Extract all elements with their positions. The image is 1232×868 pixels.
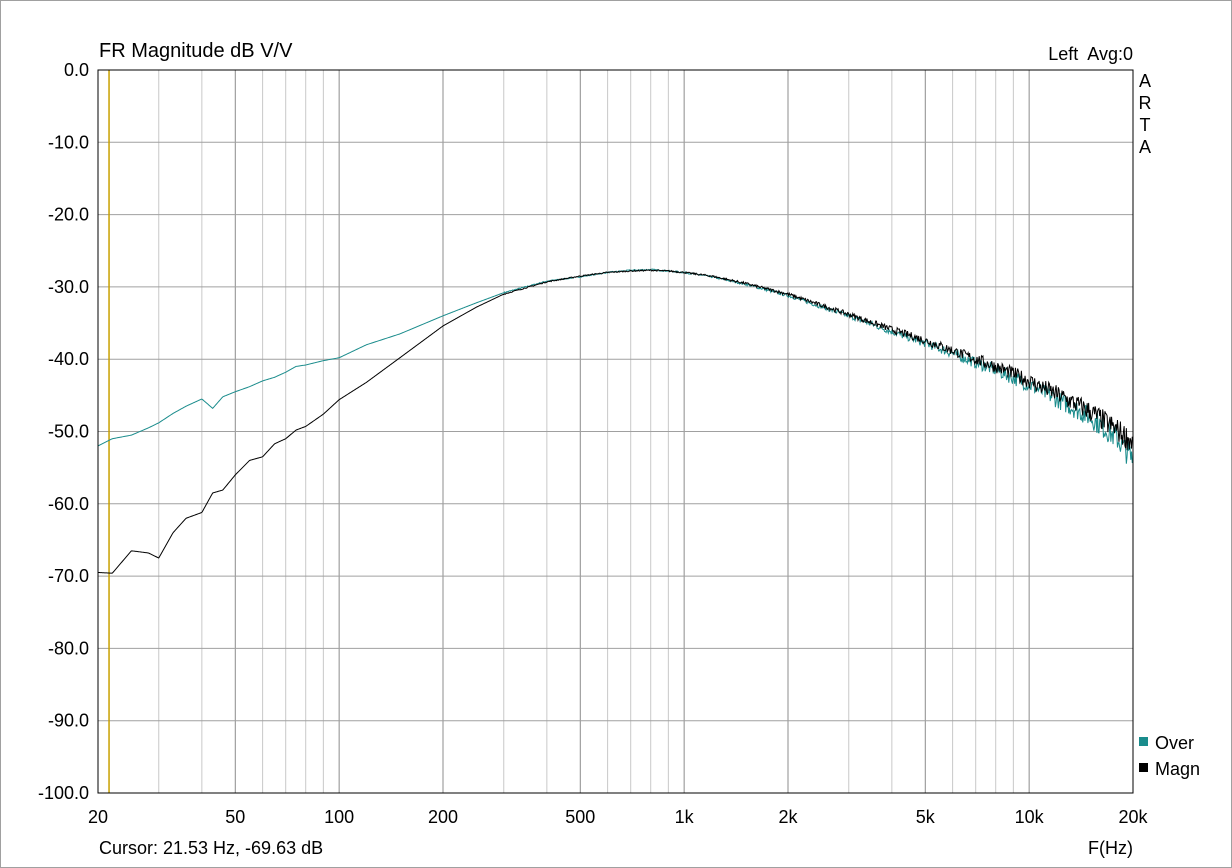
y-tick-label: -70.0	[48, 566, 89, 586]
cursor-readout: Cursor: 21.53 Hz, -69.63 dB	[99, 838, 323, 858]
chart-title: FR Magnitude dB V/V	[99, 40, 293, 62]
x-tick-label: 1k	[675, 807, 695, 827]
plot-border	[97, 69, 1134, 794]
legend-label: Magn	[1155, 759, 1200, 779]
channel-info: Left Avg:0	[1048, 44, 1133, 64]
legend-label: Over	[1155, 733, 1194, 753]
y-tick-label: 0.0	[64, 60, 89, 80]
y-tick-label: -100.0	[38, 783, 89, 803]
y-tick-label: -80.0	[48, 638, 89, 658]
legend: Over Magn	[1139, 733, 1200, 779]
x-tick-label: 200	[428, 807, 458, 827]
x-tick-label: 20k	[1118, 807, 1148, 827]
y-tick-label: -30.0	[48, 277, 89, 297]
x-tick-label: 500	[565, 807, 595, 827]
watermark-letter: A	[1139, 71, 1151, 91]
legend-swatch	[1139, 737, 1148, 746]
watermark-letter: R	[1139, 93, 1152, 113]
x-tick-label: 20	[88, 807, 108, 827]
y-tick-label: -20.0	[48, 205, 89, 225]
x-tick-label: 50	[225, 807, 245, 827]
y-tick-label: -60.0	[48, 494, 89, 514]
x-tick-label: 100	[324, 807, 354, 827]
grid	[98, 70, 1133, 793]
y-tick-label: -90.0	[48, 711, 89, 731]
x-tick-label: 2k	[778, 807, 798, 827]
tick-labels: 20 50 100 200 500 1k 2k 5k 10k 20k 0.0 -10.0 -20.0 -3…	[38, 60, 1149, 827]
series-line-magn	[97, 269, 1134, 574]
y-tick-label: -50.0	[48, 422, 89, 442]
series-line-over	[97, 268, 1134, 464]
x-tick-label: 10k	[1015, 807, 1045, 827]
watermark-letter: A	[1139, 137, 1151, 157]
watermark-letter: T	[1140, 115, 1151, 135]
x-axis-label: F(Hz)	[1088, 838, 1133, 858]
x-tick-label: 5k	[916, 807, 936, 827]
legend-swatch	[1139, 763, 1148, 772]
y-tick-label: -40.0	[48, 349, 89, 369]
y-tick-label: -10.0	[48, 132, 89, 152]
series-layer	[97, 268, 1134, 574]
